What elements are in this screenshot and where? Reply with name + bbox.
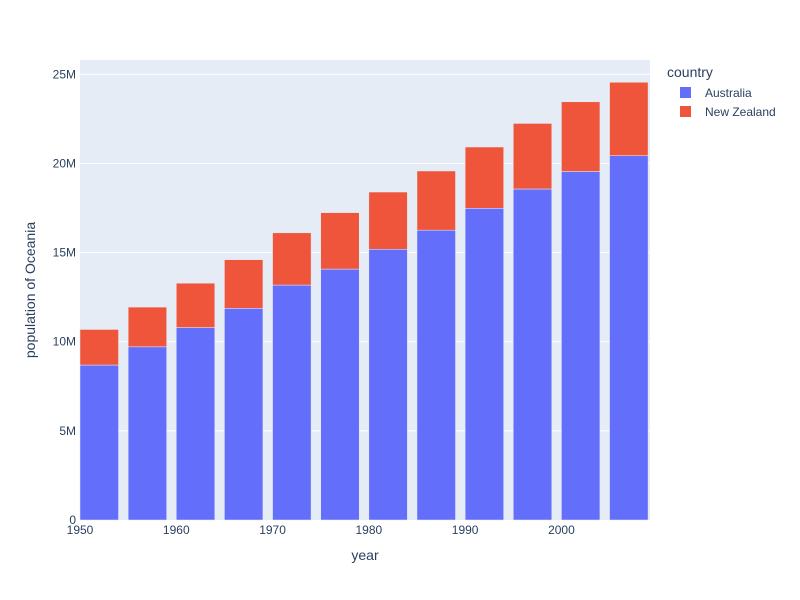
bar-australia[interactable]: [561, 171, 601, 521]
legend-label-australia[interactable]: Australia: [705, 86, 752, 100]
legend-label-new-zealand[interactable]: New Zealand: [705, 105, 776, 119]
bar-new-zealand[interactable]: [609, 82, 649, 156]
y-tick-label: 15M: [53, 246, 76, 260]
bar-new-zealand[interactable]: [368, 191, 408, 250]
x-tick-label: 1960: [163, 523, 190, 537]
x-axis-title: year: [351, 547, 379, 563]
y-tick-label: 25M: [53, 67, 76, 81]
y-axis-ticks: 0 5M 10M 15M 20M 25M: [53, 67, 77, 527]
y-tick-label: 0: [69, 513, 76, 527]
bar-australia[interactable]: [79, 364, 119, 521]
bars-layer[interactable]: [79, 82, 649, 521]
bar-australia[interactable]: [464, 208, 504, 521]
bar-new-zealand[interactable]: [320, 212, 360, 270]
x-tick-label: 1980: [355, 523, 382, 537]
y-tick-label: 5M: [59, 424, 76, 438]
legend-swatch-australia[interactable]: [680, 87, 691, 98]
x-axis-ticks: 1950 1960 1970 1980 1990 2000: [67, 523, 575, 537]
x-tick-label: 1970: [259, 523, 286, 537]
bar-australia[interactable]: [224, 308, 264, 521]
bar-new-zealand[interactable]: [561, 101, 601, 172]
bar-australia[interactable]: [368, 249, 408, 521]
bar-new-zealand[interactable]: [176, 282, 216, 328]
x-tick-label: 1950: [67, 523, 94, 537]
x-tick-label: 2000: [548, 523, 575, 537]
bar-new-zealand[interactable]: [416, 170, 456, 231]
legend[interactable]: country Australia New Zealand: [667, 64, 776, 119]
bar-australia[interactable]: [176, 327, 216, 521]
bar-new-zealand[interactable]: [513, 123, 553, 190]
bar-new-zealand[interactable]: [224, 259, 264, 309]
bar-australia[interactable]: [609, 155, 649, 521]
bar-australia[interactable]: [127, 346, 167, 521]
bar-australia[interactable]: [513, 188, 553, 521]
bar-new-zealand[interactable]: [127, 306, 167, 348]
legend-items[interactable]: Australia New Zealand: [680, 86, 776, 119]
y-tick-label: 20M: [53, 156, 76, 170]
y-axis-title: population of Oceania: [22, 222, 38, 358]
y-tick-label: 10M: [53, 335, 76, 349]
plot-background: [80, 60, 650, 520]
bar-new-zealand[interactable]: [79, 329, 119, 366]
x-tick-label: 1990: [452, 523, 479, 537]
bar-new-zealand[interactable]: [464, 146, 504, 209]
legend-swatch-new-zealand[interactable]: [680, 106, 691, 117]
bar-australia[interactable]: [272, 284, 312, 521]
bar-new-zealand[interactable]: [272, 232, 312, 286]
bar-australia[interactable]: [416, 229, 456, 521]
grid-layer: [80, 73, 650, 432]
bar-australia[interactable]: [320, 268, 360, 521]
legend-title: country: [667, 64, 713, 80]
